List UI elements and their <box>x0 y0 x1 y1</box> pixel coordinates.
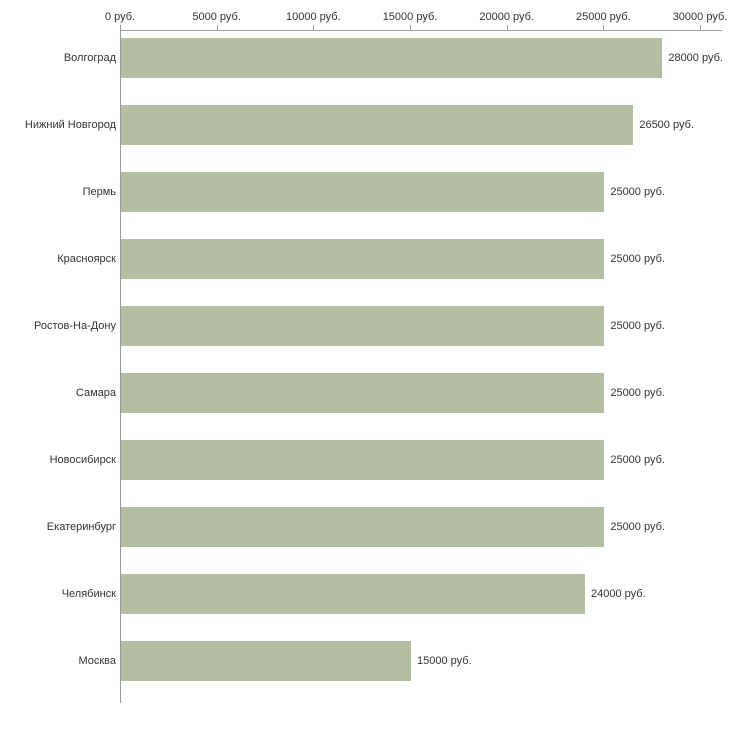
bar <box>121 373 605 413</box>
x-axis-line <box>120 30 722 31</box>
x-axis-tick-label: 30000 руб. <box>672 11 728 23</box>
x-axis-tick-label: 5000 руб. <box>192 11 241 23</box>
value-label: 25000 руб. <box>610 387 665 399</box>
value-label: 25000 руб. <box>610 454 665 466</box>
bar <box>121 105 634 145</box>
x-axis-tick-label: 0 руб. <box>104 11 136 23</box>
value-label: 26500 руб. <box>639 119 694 131</box>
category-label: Пермь <box>82 186 116 198</box>
category-label: Москва <box>78 655 116 667</box>
category-label: Красноярск <box>57 253 116 265</box>
category-label: Челябинск <box>61 588 116 600</box>
x-axis-tick-label: 25000 руб. <box>576 11 631 23</box>
value-label: 25000 руб. <box>610 320 665 332</box>
category-label: Волгоград <box>63 52 116 64</box>
value-label: 24000 руб. <box>591 588 646 600</box>
bar <box>121 507 605 547</box>
x-axis-tick-label: 15000 руб. <box>382 11 438 23</box>
x-axis-tick <box>216 25 218 30</box>
bar <box>121 440 605 480</box>
x-axis-tick <box>410 25 411 30</box>
bar <box>121 641 411 681</box>
x-axis-tick <box>700 25 701 30</box>
category-label: Самара <box>75 387 116 399</box>
value-label: 28000 руб. <box>668 52 723 64</box>
x-axis-tick-label: 10000 руб. <box>286 11 341 23</box>
category-label: Нижний Новгород <box>24 119 116 131</box>
value-label: 25000 руб. <box>610 521 665 533</box>
bar <box>121 38 663 78</box>
x-axis-tick <box>313 25 315 30</box>
bar <box>121 172 605 212</box>
bar <box>121 306 605 346</box>
category-label: Новосибирск <box>49 454 116 466</box>
bar <box>121 574 585 614</box>
value-label: 15000 руб. <box>417 655 472 667</box>
x-axis-tick-label: 20000 руб. <box>479 11 534 23</box>
value-label: 25000 руб. <box>610 186 665 198</box>
category-label: Екатеринбург <box>46 521 116 533</box>
bar <box>121 239 605 279</box>
x-axis-tick <box>120 25 121 30</box>
category-label: Ростов-На-Дону <box>33 320 116 332</box>
value-label: 25000 руб. <box>610 253 665 265</box>
x-axis-tick <box>506 25 508 30</box>
y-axis-line <box>120 30 121 703</box>
x-axis-tick <box>603 25 605 30</box>
